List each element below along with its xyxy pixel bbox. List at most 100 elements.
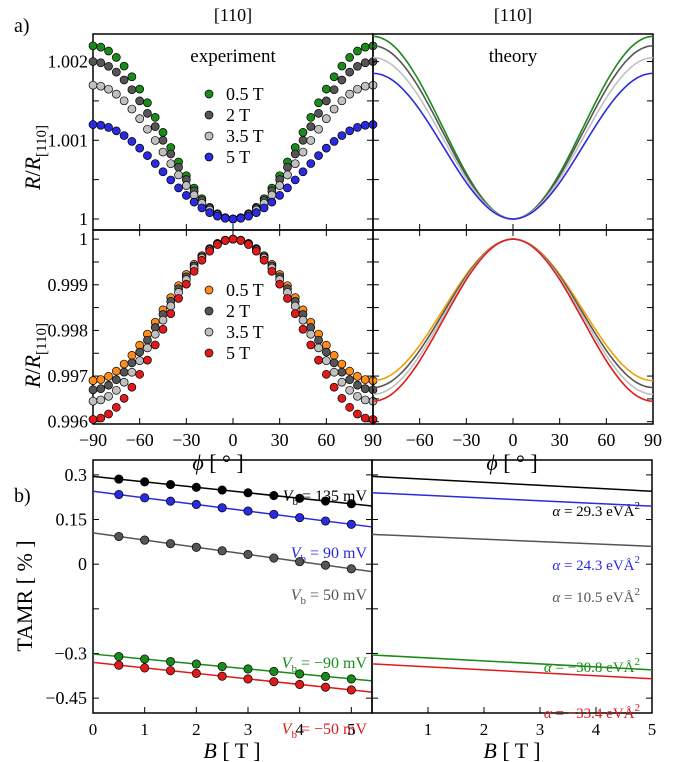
data-point-4 [174,183,183,193]
data-point-4 [104,123,113,132]
data-point-1 [217,485,227,495]
data-point-1 [127,72,137,82]
data-point-1 [165,480,176,490]
data-point-3 [360,81,370,91]
legend-label: 5 T [226,343,250,363]
data-point-3 [158,147,168,157]
data-point-4 [321,370,331,379]
series-label: Vb = 50 mV [291,587,368,607]
data-point-3 [166,159,176,169]
data-point-3 [345,385,355,395]
theory-curve-4 [372,238,654,402]
data-point-2 [104,61,113,71]
data-point-1 [140,477,150,487]
x-tick-label: 4 [295,720,304,739]
data-point-4 [189,197,199,207]
data-point-2 [165,496,176,506]
data-point-1 [346,499,356,509]
data-point-4 [88,120,98,129]
data-point-5 [320,682,331,692]
data-point-4 [205,208,215,218]
x-tick-label: 60 [597,430,615,450]
series-label: Vb = −90 mV [282,655,368,675]
data-point-4 [127,137,137,146]
data-point-1 [158,128,168,137]
y-axis-label: R/R[110] [20,323,50,389]
data-point-1 [104,372,113,381]
data-point-4 [143,151,152,160]
theory-line-5 [371,663,653,680]
data-point-4 [228,214,238,224]
data-point-4 [150,340,160,350]
data-point-4 [150,159,160,168]
data-point-2 [104,380,113,390]
data-point-2 [150,122,160,131]
data-point-4 [119,131,129,140]
x-axis-label: B [ T ] [203,738,260,762]
x-tick-label: 90 [364,430,382,450]
data-point-2 [191,499,201,510]
data-point-2 [269,509,279,519]
data-point-3 [88,80,98,90]
data-point-3 [337,96,347,106]
data-point-2 [353,61,362,71]
data-point-4 [353,123,362,132]
data-point-4 [337,393,347,403]
y-tick-label: 0.998 [48,320,89,340]
theory-curve-3 [372,238,654,396]
data-point-5 [269,677,279,687]
x-axis-label: ϕ [ ° ] [192,450,243,475]
data-point-4 [111,126,121,136]
data-point-2 [337,367,347,377]
data-point-3 [314,124,323,134]
data-point-4 [205,246,215,256]
data-point-1 [111,366,121,376]
data-point-4 [197,203,207,213]
data-point-2 [345,375,355,385]
data-point-3 [290,159,300,169]
data-point-4 [236,213,246,223]
data-point-1 [114,474,124,484]
data-point-2 [166,149,176,159]
data-point-4 [135,143,145,153]
series-label: Vb = 135 mV [283,488,368,508]
data-point-3 [111,89,121,99]
data-point-1 [104,46,113,56]
data-point-3 [88,396,98,406]
x-tick-label: 5 [648,720,657,739]
data-point-4 [220,236,230,245]
legend-label: 2 T [226,301,250,321]
data-point-3 [337,377,347,387]
data-point-1 [353,372,362,381]
data-point-4 [111,403,121,412]
data-point-2 [353,380,362,390]
data-point-3 [283,170,292,180]
data-point-1 [243,488,253,498]
x-tick-label: −60 [126,430,154,450]
data-point-2 [306,122,316,131]
theory-line-2 [371,491,653,507]
data-point-2 [243,506,253,516]
data-point-4 [337,131,347,140]
data-point-4 [181,279,191,289]
data-point-4 [298,324,308,334]
series-label: α = −30.8 eVÅ2 [544,656,640,676]
theory-line-4 [371,654,653,671]
data-point-4 [251,208,261,218]
data-point-3 [298,147,308,157]
data-point-1 [119,359,129,369]
data-point-2 [111,67,121,77]
data-point-2 [346,519,356,529]
data-point-4 [306,340,316,350]
data-point-4 [197,255,207,265]
panel-b-right [371,459,653,714]
legend-label: 2 T [226,105,250,125]
legend-marker [204,285,214,295]
data-point-4 [143,355,152,365]
y-axis-label: R/R[110] [20,125,50,191]
data-point-4 [314,355,323,365]
data-point-2 [329,85,339,95]
data-point-3 [104,84,113,94]
data-point-1 [191,482,201,492]
